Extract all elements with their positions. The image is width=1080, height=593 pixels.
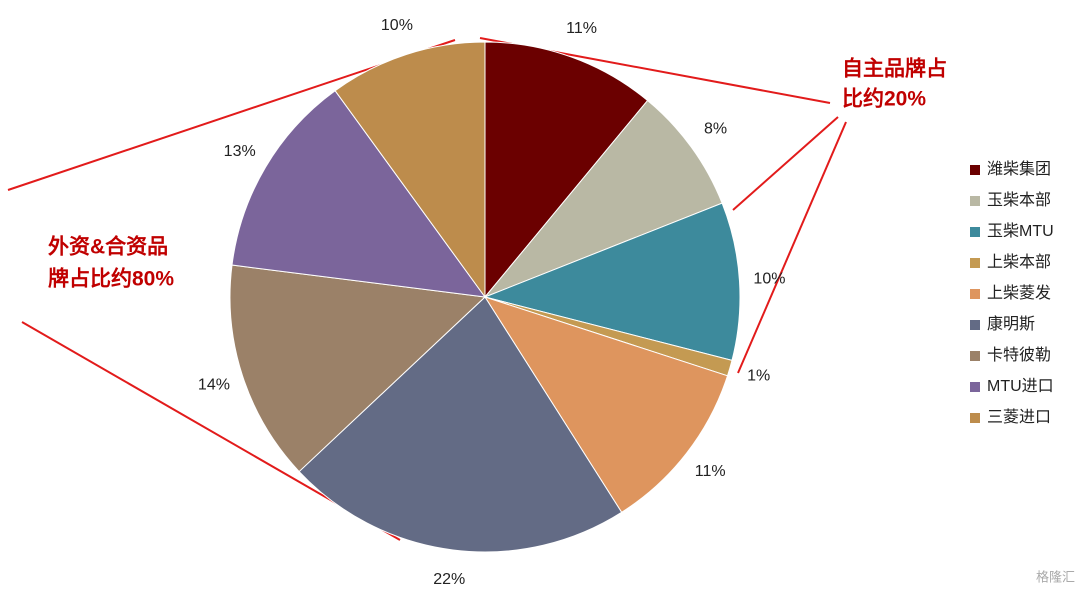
legend-label: 三菱进口 [987,408,1051,426]
data-label: 13% [224,143,256,160]
callout-line [737,121,847,374]
legend-swatch [970,165,980,175]
annotation: 自主品牌占 [842,57,947,81]
pie-slice [229,264,487,473]
pie-slice [484,41,649,299]
annotation: 比约20% [842,87,926,111]
data-label: 11% [695,463,726,480]
legend-label: 玉柴本部 [987,191,1051,209]
data-label: 11% [566,20,597,37]
pie-slice [298,296,623,553]
legend-swatch [970,227,980,237]
callout-line [732,116,839,211]
data-label: 14% [198,376,230,393]
legend-label: 潍柴集团 [987,160,1051,178]
pie-slice [483,202,741,362]
pie-slice [231,90,487,298]
legend-swatch [970,289,980,299]
legend-swatch [970,258,980,268]
pie-slice [484,99,723,298]
annotation: 外资&合资品 [48,235,168,259]
legend-swatch [970,320,980,330]
watermark: 格隆汇 [1036,569,1075,584]
legend-label: 上柴菱发 [987,284,1051,302]
annotation: 牌占比约80% [48,267,174,291]
data-label: 10% [753,270,785,287]
legend-label: MTU进口 [987,377,1054,395]
pie-slice [483,296,729,513]
legend-swatch [970,413,980,423]
legend-label: 康明斯 [987,315,1035,333]
data-label: 22% [433,571,465,588]
legend-label: 上柴本部 [987,253,1051,271]
data-label: 10% [381,17,413,34]
legend-label: 卡特彼勒 [987,346,1051,364]
legend-label: 玉柴MTU [987,222,1054,240]
legend-swatch [970,382,980,392]
data-label: 8% [704,121,727,138]
legend-swatch [970,351,980,361]
data-label: 1% [747,368,770,385]
legend-swatch [970,196,980,206]
pie-slice [334,41,486,299]
